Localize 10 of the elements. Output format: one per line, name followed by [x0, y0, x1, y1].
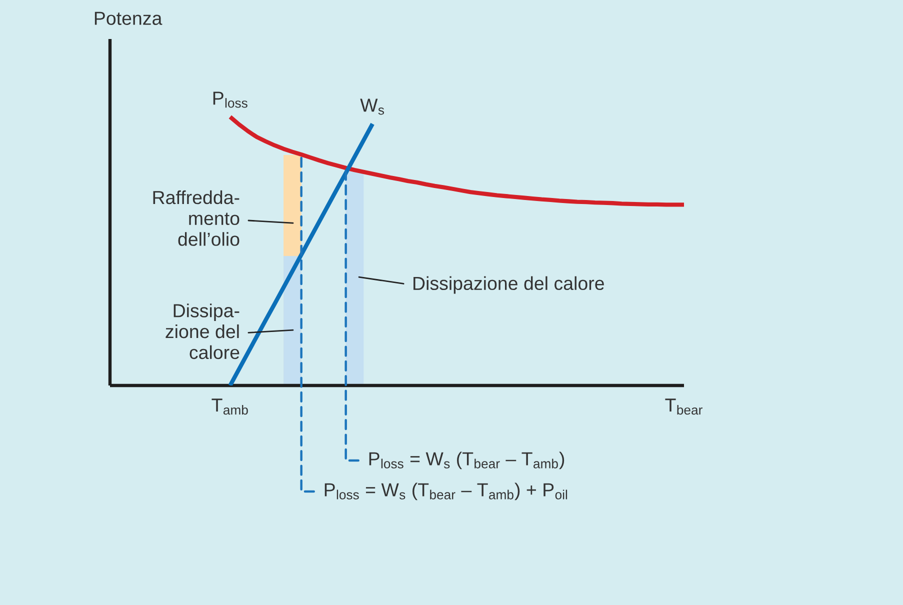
text: P$_{loss}$ = W$_{s}$ (T$_{bear}$ – T$_{amb}$)	[369, 452, 564, 470]
text: P$_{loss}$ = W$_{s}$ (T$_{bear}$ – T$_{amb}$) + P$_{oil}$	[324, 482, 568, 500]
x-tick-label: T$_{bear}$	[665, 398, 702, 415]
series-label: W$_{s}$	[360, 98, 384, 115]
series-label: P$_{loss}$	[213, 92, 248, 108]
y-axis-title: Potenza	[94, 12, 162, 25]
x-tick-label: T$_{amb}$	[212, 398, 248, 415]
annotation: Dissipa- zione del calore	[166, 304, 240, 360]
annotation: Dissipazione del calore	[414, 276, 604, 294]
annotation: Raffredda- mento dell’olio	[153, 190, 240, 246]
